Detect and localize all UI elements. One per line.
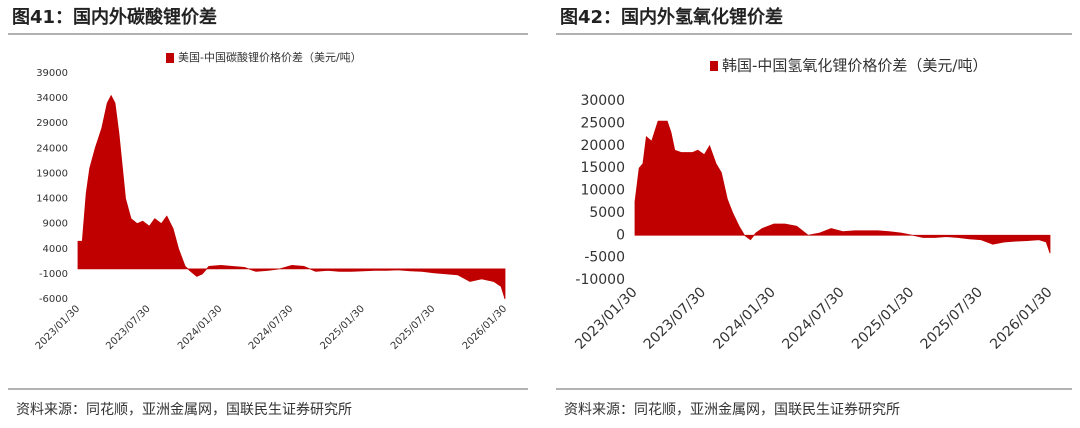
x-tick-label: 2025/01/30 bbox=[319, 303, 368, 352]
x-tick-label: 2023/01/30 bbox=[34, 303, 83, 352]
y-tick-label: 15000 bbox=[580, 160, 625, 176]
y-tick-label: 30000 bbox=[580, 93, 625, 109]
y-tick-label: 14000 bbox=[36, 194, 68, 205]
y-tick-label: 20000 bbox=[580, 138, 625, 154]
y-tick-label: 0 bbox=[616, 227, 625, 243]
x-tick-label: 2025/07/30 bbox=[389, 303, 438, 352]
x-tick-label: 2024/07/30 bbox=[247, 303, 296, 352]
x-tick-label: 2024/01/30 bbox=[176, 303, 225, 352]
x-tick-label: 2026/01/30 bbox=[987, 284, 1055, 352]
y-tick-label: -6000 bbox=[39, 294, 68, 305]
y-tick-label: 29000 bbox=[36, 118, 68, 129]
y-tick-label: 39000 bbox=[36, 68, 68, 79]
legend-swatch bbox=[710, 61, 718, 71]
area bbox=[77, 94, 506, 300]
x-tick-label: 2023/07/30 bbox=[641, 284, 709, 352]
legend-swatch bbox=[166, 53, 174, 63]
y-tick-label: 24000 bbox=[36, 143, 68, 154]
x-tick-label: 2025/01/30 bbox=[849, 284, 917, 352]
y-tick-label: 9000 bbox=[43, 219, 68, 230]
x-tick-label: 2023/01/30 bbox=[572, 284, 640, 352]
y-tick-label: 25000 bbox=[580, 115, 625, 131]
y-tick-label: 10000 bbox=[580, 183, 625, 199]
y-tick-label: -10000 bbox=[575, 272, 625, 288]
y-tick-label: -1000 bbox=[39, 269, 68, 280]
x-tick-label: 2026/01/30 bbox=[461, 303, 510, 352]
x-tick-label: 2024/01/30 bbox=[710, 284, 778, 352]
x-tick-label: 2023/07/30 bbox=[104, 303, 153, 352]
chart-title: 图41：国内外碳酸锂价差 bbox=[12, 6, 217, 28]
x-tick-label: 2025/07/30 bbox=[918, 284, 986, 352]
y-tick-label: 19000 bbox=[36, 168, 68, 179]
legend-label: 韩国-中国氢氧化锂价格价差（美元/吨） bbox=[722, 57, 987, 75]
chart-title: 图42：国内外氢氧化锂价差 bbox=[560, 6, 783, 28]
legend-label: 美国-中国碳酸锂价格价差（美元/吨） bbox=[178, 50, 362, 64]
y-tick-label: 34000 bbox=[36, 93, 68, 104]
x-tick-label: 2024/07/30 bbox=[779, 284, 847, 352]
y-tick-label: 5000 bbox=[589, 205, 625, 221]
source-note: 资料来源：同花顺，亚洲金属网，国联民生证券研究所 bbox=[16, 402, 352, 418]
y-tick-label: -5000 bbox=[584, 250, 625, 266]
source-note: 资料来源：同花顺，亚洲金属网，国联民生证券研究所 bbox=[564, 402, 900, 418]
y-tick-label: 4000 bbox=[43, 244, 68, 255]
area bbox=[634, 120, 1051, 254]
